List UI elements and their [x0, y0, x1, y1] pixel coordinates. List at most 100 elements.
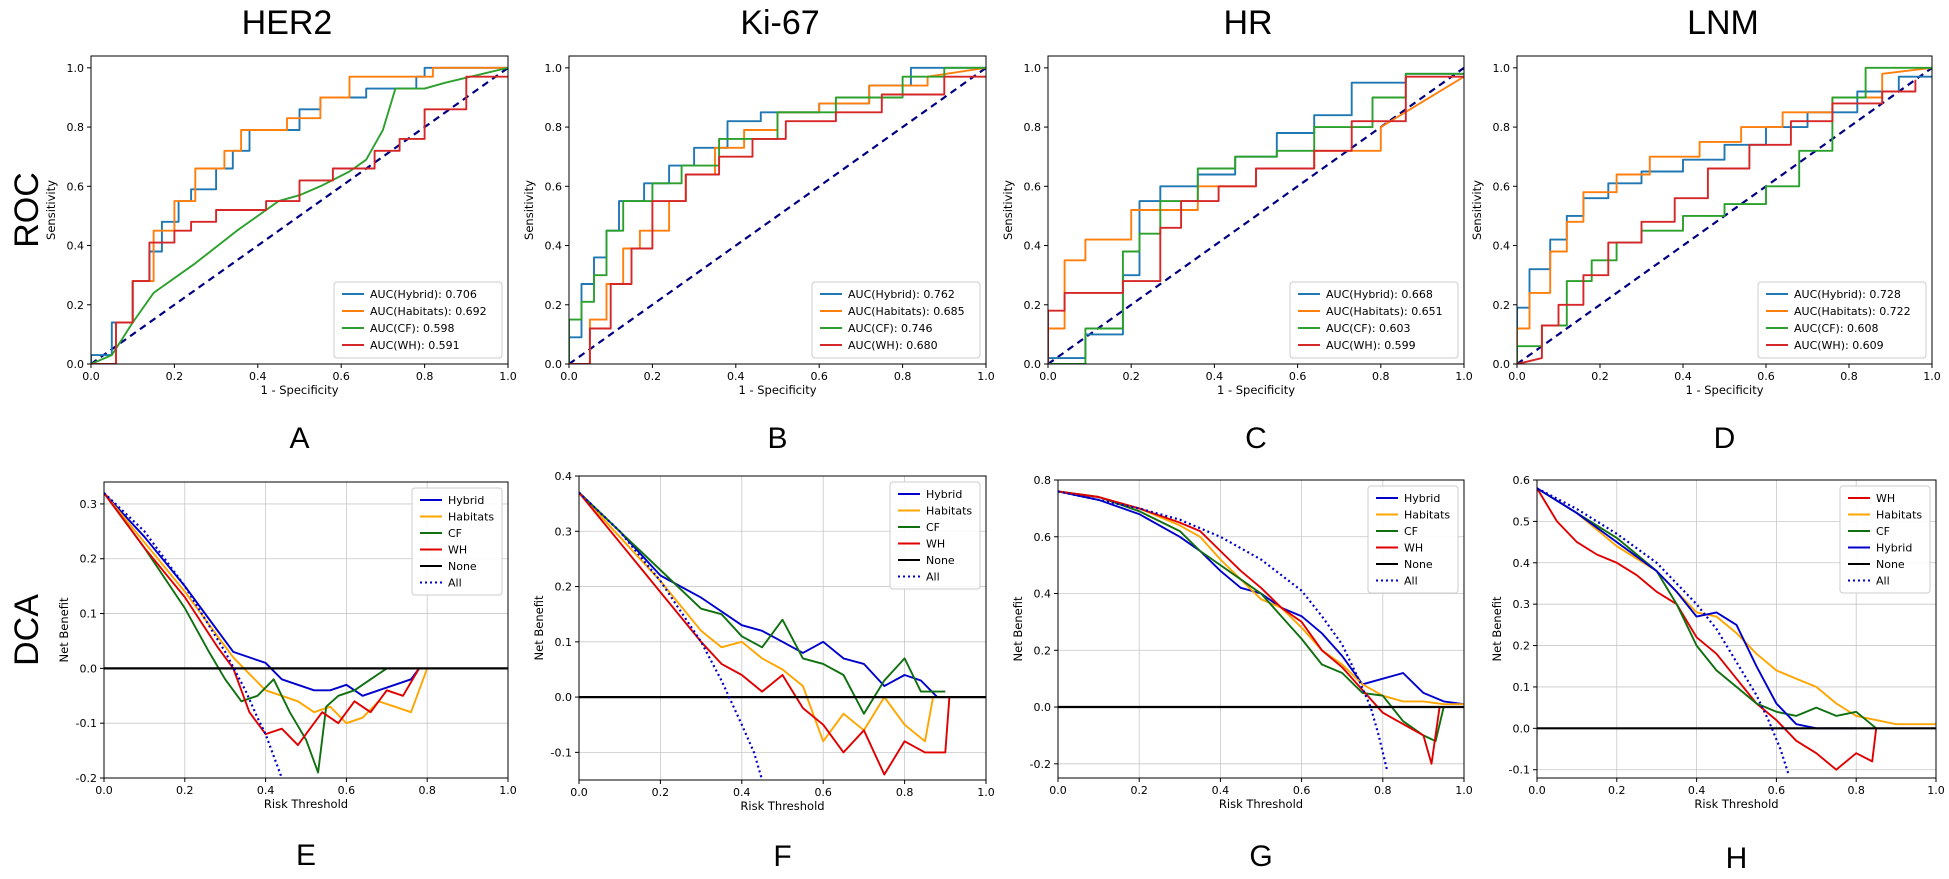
panel-e-x-axis-label: Risk Threshold [264, 797, 348, 811]
panel-g-series-habitats [1058, 490, 1464, 706]
panel-f-x-tick-label-1: 0.2 [652, 786, 670, 799]
panel-a-x-tick-label-1: 0.2 [166, 370, 184, 383]
panel-h-letter: H [1726, 842, 1748, 875]
panel-b-legend-label-auc-habitats-0-685: AUC(Habitats): 0.685 [848, 305, 965, 318]
panel-e-x-tick-label-2: 0.4 [257, 784, 275, 797]
panel-d-x-tick-label-2: 0.4 [1674, 370, 1692, 383]
panel-h-series-cf [1537, 487, 1877, 730]
panel-d-y-tick-label-3: 0.6 [1493, 180, 1511, 193]
panel-b-frame [568, 55, 987, 365]
panel-d-y-tick-label-1: 0.2 [1493, 299, 1511, 312]
panel-a-x-tick-label-0: 0.0 [82, 370, 100, 383]
panel-g-y-tick-label-2: 0.2 [1034, 644, 1052, 657]
panel-f-series-cf [579, 491, 946, 715]
panel-g-series-cf [1058, 490, 1445, 743]
panel-f-legend-label-hybrid: Hybrid [926, 488, 962, 501]
panel-e-y-tick-label-3: 0.1 [80, 608, 98, 621]
panel-d-y-tick-label-2: 0.4 [1493, 240, 1511, 253]
panel-d-series-auc-wh-0-609 [1517, 79, 1917, 364]
panel-d-x-tick-label-1: 0.2 [1591, 370, 1609, 383]
panel-g-x-tick-label-1: 0.2 [1130, 784, 1148, 797]
panel-g-x-tick-label-4: 0.8 [1374, 784, 1392, 797]
panels: 0.0 0.2 0.4 0.6 0.8 1.0 0.0 0.2 0.4 0.6 0.8 1.0 1 - … [44, 55, 1945, 875]
panel-e-y-tick-label-2: 0.0 [80, 662, 98, 675]
panel-e-series-wh [104, 492, 420, 747]
panel-c-legend-box [1289, 281, 1459, 359]
panel-a-legend-label-auc-habitats-0-692: AUC(Habitats): 0.692 [370, 305, 487, 318]
column-title-her2: HER2 [242, 4, 333, 42]
panel-f-legend-label-none: None [926, 554, 955, 567]
panel-a-legend-box [333, 281, 503, 359]
panel-b-x-tick-label-4: 0.8 [894, 370, 912, 383]
panel-f-x-tick-label-4: 0.8 [896, 786, 914, 799]
panel-e-legend-label-habitats: Habitats [448, 511, 494, 524]
panel-D: 0.0 0.2 0.4 0.6 0.8 1.0 0.0 0.2 0.4 0.6 0.8 1.0 1 - … [1470, 55, 1941, 455]
panel-e-x-tick-label-4: 0.8 [418, 784, 436, 797]
panel-g-legend-box [1367, 485, 1459, 594]
panel-c-legend-label-auc-cf-0-603: AUC(CF): 0.603 [1326, 322, 1411, 335]
panel-a-legend-label-auc-wh-0-591: AUC(WH): 0.591 [370, 339, 460, 352]
panel-g-legend-label-cf: CF [1404, 525, 1418, 538]
panel-f-legend-box [889, 481, 981, 590]
panel-f-y-tick-label-2: 0.1 [555, 636, 573, 649]
panel-f-legend-label-cf: CF [926, 521, 940, 534]
panel-g-series-wh [1058, 490, 1441, 765]
panel-g-frame [1057, 479, 1465, 779]
panel-h-y-tick-label-2: 0.1 [1513, 681, 1531, 694]
panel-h-y-tick-label-1: 0.0 [1513, 722, 1531, 735]
panel-b-x-axis-label: 1 - Specificity [738, 383, 816, 397]
panel-a-y-tick-label-1: 0.2 [67, 299, 85, 312]
panel-g-x-tick-label-3: 0.6 [1293, 784, 1311, 797]
panel-b-x-tick-label-3: 0.6 [810, 370, 828, 383]
panel-h-legend-label-hybrid: Hybrid [1876, 542, 1912, 555]
panel-g-x-axis-label: Risk Threshold [1219, 797, 1303, 811]
panel-f-x-tick-label-5: 1.0 [977, 786, 995, 799]
panel-h-frame [1536, 479, 1937, 779]
panel-e-letter: E [296, 839, 316, 872]
panel-g-x-tick-label-5: 1.0 [1455, 784, 1473, 797]
panel-g-x-tick-label-0: 0.0 [1049, 784, 1067, 797]
panel-F: 0.0 0.2 0.4 0.6 0.8 1.0-0.10.00.10.20.30.4Ris… [532, 470, 995, 873]
panel-c-y-axis-label: Sensitivity [1001, 180, 1015, 240]
panel-b-legend-label-auc-wh-0-680: AUC(WH): 0.680 [848, 339, 938, 352]
panel-d-legend-label-auc-wh-0-609: AUC(WH): 0.609 [1794, 339, 1884, 352]
panel-c-x-tick-label-2: 0.4 [1206, 370, 1224, 383]
panel-g-legend-label-all: All [1404, 575, 1418, 588]
panel-c-legend-label-auc-hybrid-0-668: AUC(Hybrid): 0.668 [1326, 288, 1433, 301]
panel-e-x-tick-label-0: 0.0 [95, 784, 113, 797]
panel-g-legend-label-none: None [1404, 558, 1433, 571]
panel-f-series-wh [579, 491, 951, 776]
panel-d-legend-label-auc-cf-0-608: AUC(CF): 0.608 [1794, 322, 1879, 335]
panel-a-x-tick-label-4: 0.8 [416, 370, 434, 383]
panel-g-x-tick-label-2: 0.4 [1212, 784, 1230, 797]
panel-g-y-tick-label-5: 0.8 [1034, 474, 1052, 487]
panel-d-y-tick-label-5: 1.0 [1493, 62, 1511, 75]
panel-a-y-tick-label-3: 0.6 [67, 180, 85, 193]
panel-g-legend-label-habitats: Habitats [1404, 509, 1450, 522]
panel-e-y-axis-label: Net Benefit [57, 597, 71, 662]
panel-d-legend-label-auc-hybrid-0-728: AUC(Hybrid): 0.728 [1794, 288, 1901, 301]
panel-H: 0.0 0.2 0.4 0.6 0.8 1.0 -0.1 0.0 0.1 0.2 0.3 0.4 0.5… [1490, 474, 1945, 875]
panel-e-legend-label-none: None [448, 560, 477, 573]
panel-b-x-tick-label-2: 0.4 [727, 370, 745, 383]
panel-d-y-tick-label-0: 0.0 [1493, 358, 1511, 371]
panel-d-x-tick-label-5: 1.0 [1923, 370, 1941, 383]
panel-b-y-tick-label-3: 0.6 [545, 180, 563, 193]
panel-a-y-tick-label-0: 0.0 [67, 358, 85, 371]
panel-b-y-tick-label-0: 0.0 [545, 358, 563, 371]
panel-a-y-tick-label-5: 1.0 [67, 62, 85, 75]
panel-h-legend-label-habitats: Habitats [1876, 509, 1922, 522]
panel-d-letter: D [1714, 422, 1736, 455]
panel-a-series-auc-wh-0-591 [91, 75, 508, 364]
panel-G: 0.0 0.2 0.4 0.6 0.8 1.0 -0.2 0.0 0.2 0.4 0.6 0.8 Ris… [1011, 474, 1473, 873]
panel-b-y-axis-label: Sensitivity [522, 180, 536, 240]
panel-h-x-tick-label-3: 0.6 [1768, 784, 1786, 797]
panel-f-x-tick-label-2: 0.4 [733, 786, 751, 799]
panel-e-x-tick-label-3: 0.6 [338, 784, 356, 797]
panel-A: 0.0 0.2 0.4 0.6 0.8 1.0 0.0 0.2 0.4 0.6 0.8 1.0 1 - … [44, 55, 517, 455]
panel-f-x-tick-label-0: 0.0 [570, 786, 588, 799]
panel-c-x-tick-label-5: 1.0 [1455, 370, 1473, 383]
panel-b-legend-label-auc-hybrid-0-762: AUC(Hybrid): 0.762 [848, 288, 955, 301]
row-label-dca: DCA [8, 594, 46, 666]
